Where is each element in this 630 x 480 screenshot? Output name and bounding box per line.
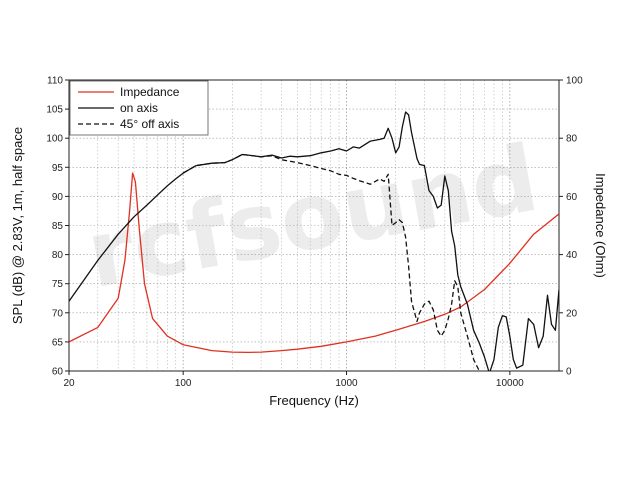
x-axis-ticks: 20 100 1000 10000	[63, 371, 524, 389]
y-tick-label: 105	[46, 105, 63, 116]
y2-tick-label: 60	[566, 192, 578, 203]
y-tick-label: 70	[52, 308, 64, 319]
y-tick-label: 75	[52, 279, 64, 290]
y-axis-label: SPL (dB) @ 2.83V, 1m, half space	[10, 127, 25, 324]
x-tick-label: 10000	[496, 378, 524, 389]
watermark-logo: rcfsound	[79, 125, 545, 309]
legend-label: 45° off axis	[120, 117, 179, 131]
y-tick-label: 65	[52, 337, 64, 348]
y-tick-label: 110	[47, 76, 63, 87]
y-tick-label: 60	[52, 367, 64, 378]
y2-tick-label: 80	[566, 134, 578, 145]
series-group	[69, 111, 559, 371]
y-tick-label: 85	[52, 221, 64, 232]
y-tick-label: 90	[52, 192, 64, 203]
y-tick-label: 100	[46, 134, 63, 145]
legend-label: on axis	[120, 101, 158, 115]
y2-axis-label: Impedance (Ohm)	[593, 173, 608, 278]
y2-tick-label: 0	[566, 367, 572, 378]
grid-lines	[69, 80, 559, 371]
legend-label: Impedance	[120, 85, 180, 99]
x-tick-label: 20	[63, 378, 75, 389]
y2-tick-label: 100	[566, 76, 583, 87]
y-tick-label: 95	[52, 163, 64, 174]
x-axis-label: Frequency (Hz)	[269, 393, 359, 408]
x-tick-label: 100	[175, 378, 192, 389]
y2-tick-label: 20	[566, 308, 578, 319]
legend: Impedance on axis 45° off axis	[69, 80, 209, 136]
y-axis-left-ticks: 60 65 70 75 80 85 90 95 100 105 110	[46, 76, 69, 378]
y2-tick-label: 40	[566, 250, 578, 261]
y-axis-right-ticks: 0 20 40 60 80 100	[559, 76, 583, 378]
y-tick-label: 80	[52, 250, 64, 261]
x-tick-label: 1000	[335, 378, 358, 389]
